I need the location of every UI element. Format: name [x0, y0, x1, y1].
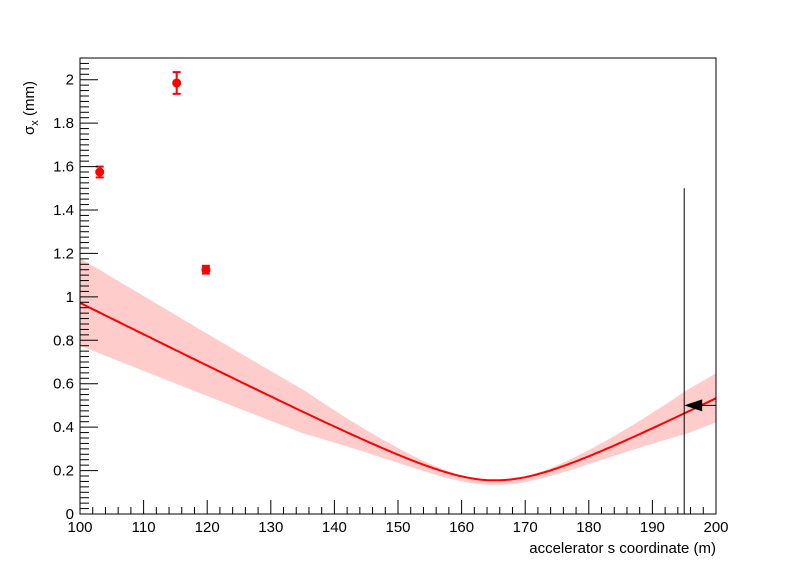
x-tick-label: 120 — [195, 519, 220, 536]
y-axis-title-symbol: σ — [21, 125, 38, 135]
y-axis-title-unit: (mm) — [21, 81, 38, 120]
data-point-marker — [95, 167, 105, 177]
fit-uncertainty-band-layer — [80, 258, 716, 485]
fit-uncertainty-band — [80, 258, 716, 485]
x-tick-label: 130 — [258, 519, 283, 536]
measurement-points-layer — [95, 71, 211, 275]
y-tick-label: 1 — [66, 289, 74, 306]
y-tick-label: 2 — [66, 72, 74, 89]
marker-layer — [683, 188, 716, 514]
y-tick-label: 1.6 — [53, 159, 74, 176]
x-tick-label: 100 — [67, 519, 92, 536]
y-axis-title: σx (mm) — [21, 81, 41, 135]
x-axis-title: accelerator s coordinate (m) — [529, 540, 716, 557]
y-tick-label: 0.2 — [53, 463, 74, 480]
x-tick-label: 110 — [132, 519, 156, 536]
x-axis: 100 110 120 130 140 150 160 170 180 190 200 — [67, 500, 729, 536]
x-tick-label: 160 — [449, 519, 474, 536]
x-tick-label: 170 — [513, 519, 538, 536]
x-tick-label: 150 — [385, 519, 410, 536]
fit-curve — [79, 301, 717, 482]
x-tick-label: 180 — [576, 519, 601, 536]
y-axis-title-subscript: x — [29, 120, 41, 126]
data-point-3 — [201, 264, 211, 275]
fit-curve-layer — [79, 301, 717, 482]
x-tick-label: 200 — [703, 519, 728, 536]
y-tick-label: 0.8 — [53, 332, 74, 349]
y-tick-label: 0.4 — [53, 419, 74, 436]
y-tick-label: 0.6 — [53, 376, 74, 393]
arrow-head — [684, 399, 703, 412]
y-tick-label: 1.8 — [53, 115, 74, 132]
data-point-2 — [172, 71, 182, 95]
y-tick-label: 0 — [66, 506, 74, 523]
y-axis: 0 0.2 0.4 0.6 0.8 1 1.2 1.4 1.6 1.8 2 — [53, 57, 98, 523]
data-point-marker — [201, 265, 211, 275]
y-tick-label: 1.4 — [53, 202, 74, 219]
x-tick-label: 140 — [322, 519, 347, 536]
x-tick-label: 190 — [640, 519, 665, 536]
y-tick-label: 1.2 — [53, 245, 74, 262]
data-point-marker — [172, 78, 182, 88]
